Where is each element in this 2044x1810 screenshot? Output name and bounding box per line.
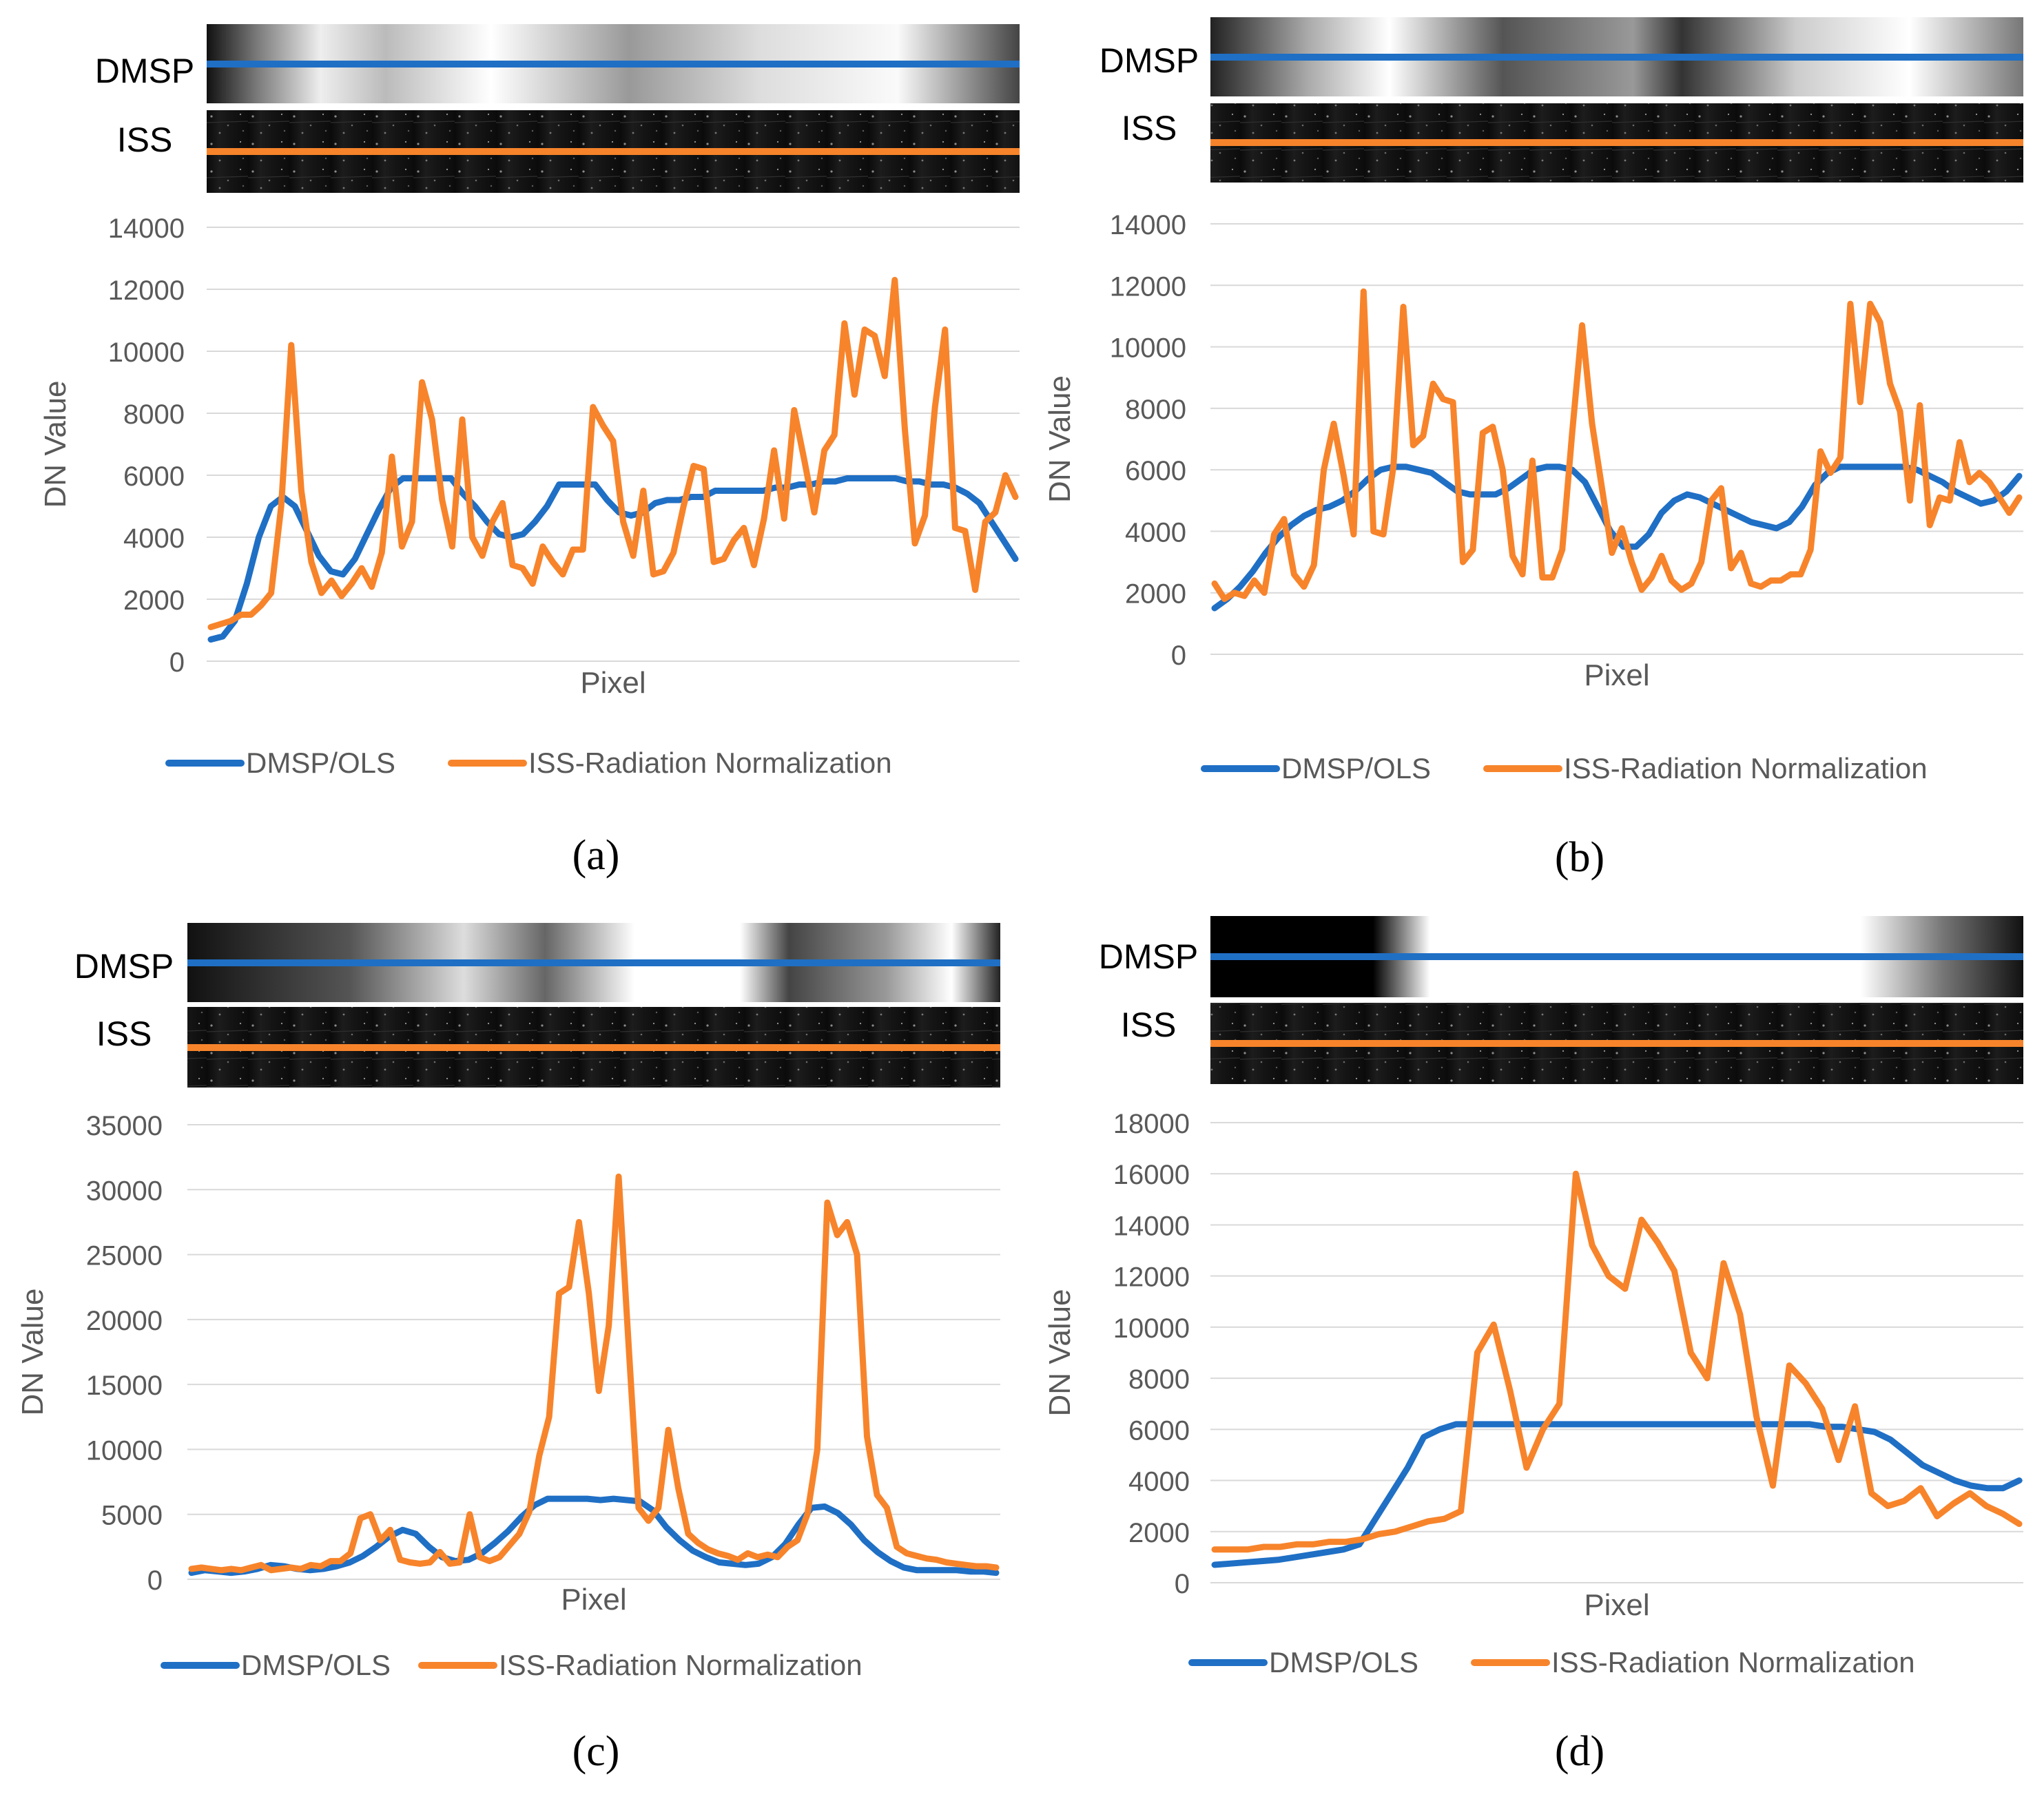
legend-label-dmsp: DMSP/OLS <box>246 747 395 779</box>
y-tick-label: 18000 <box>1113 1109 1190 1139</box>
legend: DMSP/OLS ISS-Radiation Normalization <box>161 1649 863 1681</box>
y-tick-label: 2000 <box>123 585 185 616</box>
y-tick-label: 8000 <box>123 399 185 430</box>
dmsp-series-line <box>188 1495 1000 1577</box>
y-tick-label: 4000 <box>1125 517 1186 548</box>
y-axis-title: DN Value <box>1043 1289 1077 1416</box>
y-tick-label: 0 <box>1171 641 1186 671</box>
panel-label: (b) <box>1555 834 1604 881</box>
dmsp-strip-label: DMSP <box>1099 937 1198 976</box>
chart-panel: DMSP ISS 0 2000 4000 6000 8000 10000 12000 14000 1… <box>1043 916 2023 1775</box>
legend-label-iss: ISS-Radiation Normalization <box>528 747 892 779</box>
panel-label: (c) <box>572 1728 620 1775</box>
y-tick-label: 20000 <box>86 1306 163 1336</box>
legend: DMSP/OLS ISS-Radiation Normalization <box>1201 752 1928 784</box>
y-axis-title: DN Value <box>16 1288 50 1415</box>
chart-panel: DMSP ISS 0 5000 10000 15000 20000 25000 30000 350… <box>16 923 1000 1775</box>
chart-panel: DMSP ISS 0 2000 4000 6000 8000 10000 12000 14000 D… <box>1043 17 2023 881</box>
y-tick-label: 4000 <box>123 523 185 554</box>
y-tick-label: 5000 <box>101 1501 163 1531</box>
chart-panel: DMSP ISS 0 2000 4000 6000 8000 10000 12000 14000 D… <box>39 24 1020 879</box>
y-tick-label: 6000 <box>123 461 185 492</box>
y-tick-label: 10000 <box>86 1435 163 1466</box>
x-axis-title: Pixel <box>1584 658 1649 692</box>
dmsp-strip-label: DMSP <box>95 52 194 90</box>
y-tick-label: 4000 <box>1128 1467 1190 1497</box>
y-tick-label: 25000 <box>86 1241 163 1271</box>
y-tick-label: 12000 <box>108 275 185 306</box>
y-axis-title: DN Value <box>39 380 72 508</box>
panel-label: (a) <box>572 832 620 879</box>
y-tick-label: 0 <box>1175 1569 1190 1599</box>
iss-series-line <box>207 277 1019 630</box>
y-tick-label: 12000 <box>1113 1262 1190 1293</box>
dmsp-series-line <box>207 475 1019 643</box>
y-tick-label: 6000 <box>1125 456 1186 486</box>
y-tick-label: 12000 <box>1110 271 1186 302</box>
y-tick-label: 0 <box>147 1565 163 1596</box>
y-tick-label: 2000 <box>1125 579 1186 610</box>
y-tick-label: 15000 <box>86 1371 163 1401</box>
iss-series-line <box>1211 1170 2023 1553</box>
y-tick-label: 10000 <box>1113 1313 1190 1344</box>
y-tick-label: 14000 <box>1113 1211 1190 1241</box>
y-tick-label: 14000 <box>108 214 185 244</box>
y-tick-label: 2000 <box>1128 1518 1190 1548</box>
legend-label-dmsp: DMSP/OLS <box>1269 1646 1418 1678</box>
y-tick-label: 10000 <box>108 337 185 368</box>
iss-series-line <box>188 1173 1000 1574</box>
y-tick-label: 8000 <box>1128 1364 1190 1395</box>
iss-strip-label: ISS <box>1122 109 1177 147</box>
dmsp-series-line <box>1211 1421 2023 1568</box>
y-tick-label: 30000 <box>86 1176 163 1206</box>
legend-label-iss: ISS-Radiation Normalization <box>1551 1646 1915 1678</box>
iss-strip-label: ISS <box>117 121 173 159</box>
y-axis-title: DN Value <box>1043 375 1077 503</box>
iss-strip-label: ISS <box>1121 1006 1177 1044</box>
legend: DMSP/OLS ISS-Radiation Normalization <box>165 747 892 779</box>
y-tick-label: 35000 <box>86 1111 163 1141</box>
panel-label: (d) <box>1555 1728 1604 1775</box>
legend-label-dmsp: DMSP/OLS <box>241 1649 391 1681</box>
dmsp-strip-label: DMSP <box>1100 41 1199 80</box>
x-axis-title: Pixel <box>1584 1588 1649 1622</box>
y-tick-label: 0 <box>169 647 185 678</box>
legend: DMSP/OLS ISS-Radiation Normalization <box>1188 1646 1915 1678</box>
dmsp-strip-label: DMSP <box>74 947 174 986</box>
x-axis-title: Pixel <box>561 1583 626 1616</box>
y-tick-label: 14000 <box>1110 210 1186 240</box>
legend-label-dmsp: DMSP/OLS <box>1281 752 1431 784</box>
y-tick-label: 6000 <box>1128 1415 1190 1446</box>
legend-label-iss: ISS-Radiation Normalization <box>499 1649 863 1681</box>
legend-label-iss: ISS-Radiation Normalization <box>1564 752 1928 784</box>
x-axis-title: Pixel <box>580 666 646 700</box>
iss-strip-label: ISS <box>96 1015 152 1053</box>
y-tick-label: 8000 <box>1125 395 1186 425</box>
iss-series-line <box>1211 288 2023 603</box>
y-tick-label: 16000 <box>1113 1160 1190 1190</box>
y-tick-label: 10000 <box>1110 333 1186 364</box>
